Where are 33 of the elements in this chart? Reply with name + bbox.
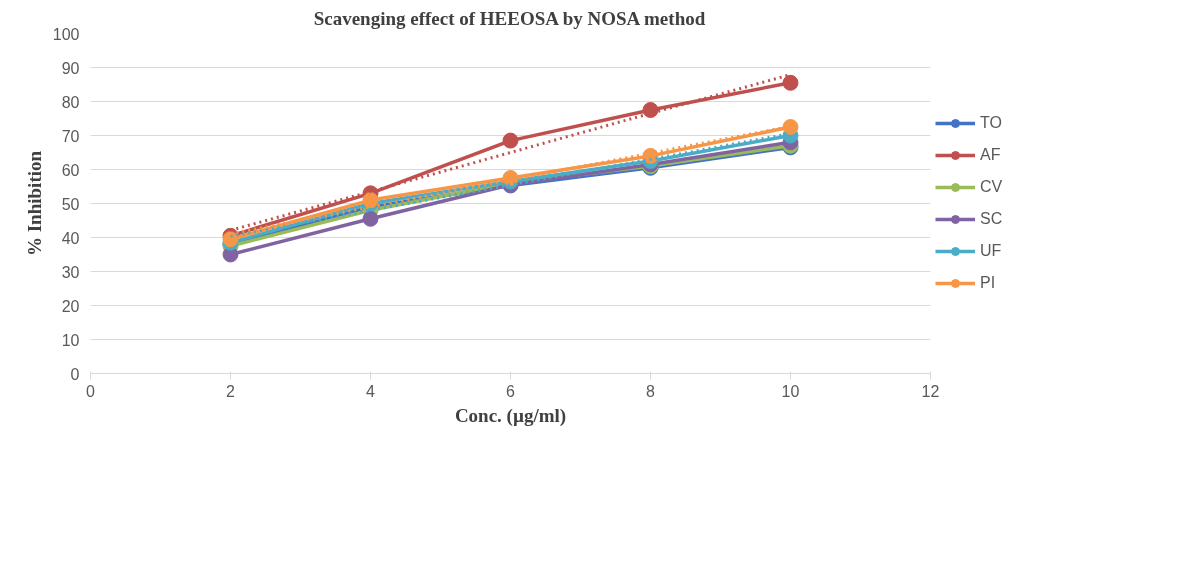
y-tick-label: 0: [70, 365, 80, 383]
chart-title: Scavenging effect of HEEOSA by NOSA method: [313, 7, 706, 29]
legend-label: AF: [980, 146, 1002, 164]
y-tick-label: 30: [61, 263, 80, 281]
legend-label: PI: [980, 274, 997, 292]
x-tick-label: 8: [646, 382, 656, 400]
legend-label: UF: [980, 242, 1003, 260]
x-axis-title: Conc. (µg/ml): [454, 404, 567, 427]
y-tick-label: 70: [61, 127, 80, 145]
y-tick-label: 50: [61, 195, 80, 213]
y-tick-label: 90: [61, 59, 80, 77]
legend-label: SC: [980, 210, 1004, 228]
x-tick-label: 10: [781, 382, 800, 400]
point: [502, 170, 519, 186]
y-tick-label: 10: [61, 331, 80, 349]
x-tick-label: 6: [506, 382, 516, 400]
point: [782, 119, 799, 135]
x-tick-label: 12: [921, 382, 940, 400]
legend-label: CV: [980, 178, 1004, 196]
point: [782, 74, 799, 91]
x-tick-label: 2: [226, 382, 236, 400]
x-tick-label: 4: [366, 382, 376, 400]
y-tick-label: 100: [52, 25, 80, 43]
x-tick-label: 0: [86, 382, 96, 400]
point: [362, 210, 379, 227]
legend-label: TO: [980, 114, 1003, 132]
y-tick-label: 80: [61, 93, 80, 111]
point: [642, 102, 659, 118]
y-tick-label: 60: [61, 161, 80, 179]
y-axis-title: % Inhibition: [23, 150, 45, 257]
y-tick-label: 40: [61, 229, 80, 247]
point: [502, 132, 519, 149]
y-tick-label: 20: [61, 297, 80, 315]
